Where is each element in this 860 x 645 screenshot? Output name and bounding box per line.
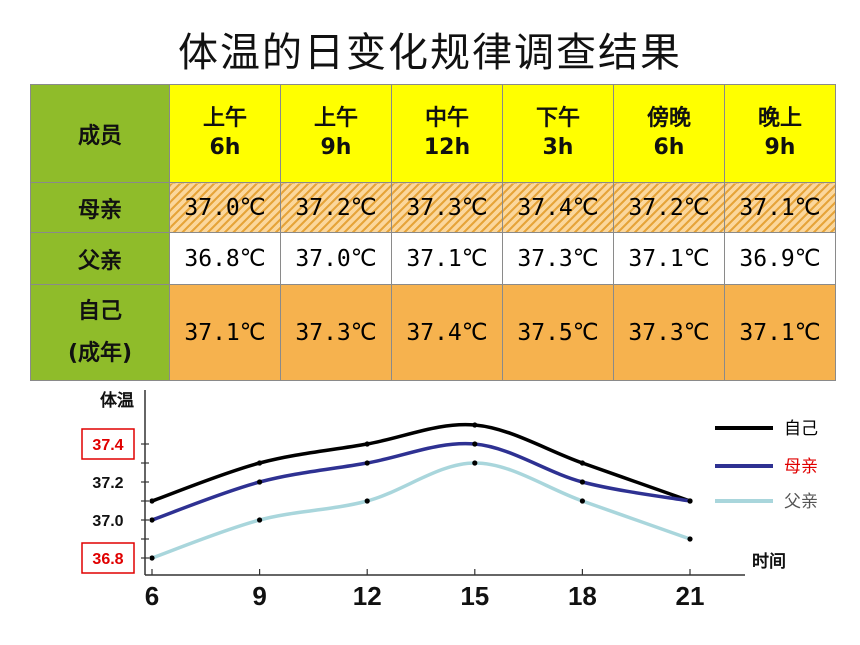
table-cell: 37.1℃ (613, 232, 725, 285)
x-tick-label: 18 (568, 581, 597, 611)
y-tick-label: 37.0 (92, 513, 123, 530)
data-point (687, 536, 693, 542)
table-row: 自己 (成年) 37.1℃ 37.3℃ 37.4℃ 37.5℃ 37.3℃ 37.… (30, 284, 836, 381)
y-tick-highlight-box (81, 428, 135, 460)
data-point (257, 479, 263, 485)
table-cell: 37.1℃ (724, 284, 836, 381)
row-header: 母亲 (30, 182, 170, 233)
table-row: 母亲 37.0℃ 37.2℃ 37.3℃ 37.4℃ 37.2℃ 37.1℃ (30, 182, 836, 233)
column-header: 晚上 9h (724, 84, 836, 183)
y-tick-label: 37.4 (92, 437, 123, 454)
series-line-father (150, 461, 692, 560)
column-header: 上午 9h (280, 84, 392, 183)
x-tick-label: 21 (676, 581, 705, 611)
y-axis-label: 体温 (100, 390, 134, 411)
table-cell: 36.8℃ (169, 232, 281, 285)
table-cell: 37.4℃ (502, 182, 614, 233)
page-title: 体温的日变化规律调查结果 (178, 30, 682, 76)
data-point (149, 555, 155, 561)
series-line-mother (150, 441, 692, 522)
y-tick-highlight-box (81, 542, 135, 574)
data-point (149, 498, 155, 504)
table-row: 父亲 36.8℃ 37.0℃ 37.1℃ 37.3℃ 37.1℃ 36.9℃ (30, 232, 836, 285)
data-point (364, 441, 370, 447)
table-cell: 37.2℃ (280, 182, 392, 233)
table-cell: 37.3℃ (391, 182, 503, 233)
x-tick-label: 15 (460, 581, 489, 611)
column-header: 中午 12h (391, 84, 503, 183)
column-header: 下午 3h (502, 84, 614, 183)
series-line-self (150, 422, 692, 503)
data-point (579, 460, 586, 466)
data-point (257, 460, 263, 466)
data-point (257, 517, 263, 523)
data-point (687, 498, 693, 504)
data-point (472, 460, 478, 466)
temperature-table: 成员 上午 6h 上午 9h 中午 12h 下午 3h 傍晚 6h 晚上 9h 母亲 37.… (30, 84, 836, 381)
row-header: 父亲 (30, 232, 170, 285)
legend-label: 母亲 (784, 457, 818, 477)
data-point (364, 460, 370, 466)
x-tick-label: 12 (353, 581, 382, 611)
data-point (364, 498, 370, 504)
table-cell: 37.0℃ (280, 232, 392, 285)
column-header: 上午 6h (169, 84, 281, 183)
table-cell: 37.0℃ (169, 182, 281, 233)
table-cell: 37.3℃ (502, 232, 614, 285)
data-point (472, 422, 478, 428)
x-axis-label: 时间 (752, 551, 786, 572)
table-cell: 37.2℃ (613, 182, 725, 233)
legend-label: 自己 (784, 419, 818, 439)
table-cell: 37.3℃ (613, 284, 725, 381)
table-cell: 37.4℃ (391, 284, 503, 381)
table-cell: 37.1℃ (391, 232, 503, 285)
table-cell: 37.3℃ (280, 284, 392, 381)
x-tick-label: 6 (145, 581, 159, 611)
y-tick-label: 37.2 (92, 475, 123, 492)
data-point (579, 498, 586, 504)
table-cell: 37.1℃ (169, 284, 281, 381)
table-corner-header: 成员 (30, 84, 170, 183)
x-tick-label: 9 (252, 581, 266, 611)
table-cell: 36.9℃ (724, 232, 836, 285)
column-header: 傍晚 6h (613, 84, 725, 183)
data-point (472, 441, 478, 447)
table-cell: 37.1℃ (724, 182, 836, 233)
data-point (579, 479, 586, 485)
data-point (149, 517, 155, 523)
table-cell: 37.5℃ (502, 284, 614, 381)
legend-label: 父亲 (784, 492, 818, 512)
row-header: 自己 (成年) (30, 284, 170, 381)
y-tick-label: 36.8 (92, 551, 123, 568)
